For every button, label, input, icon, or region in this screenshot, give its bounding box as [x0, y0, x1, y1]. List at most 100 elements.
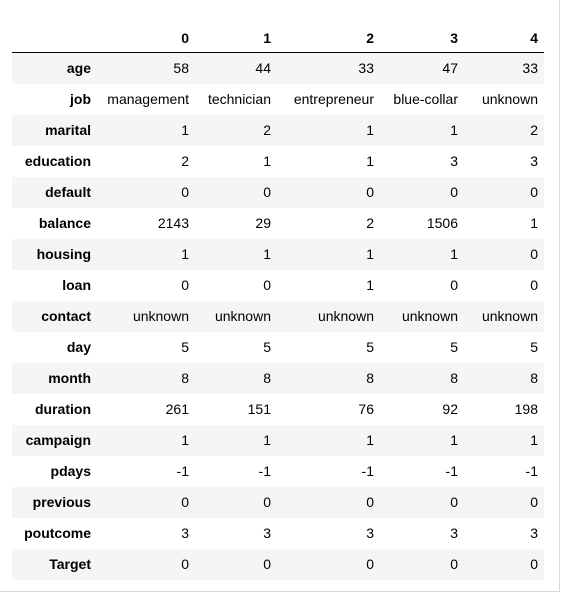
- table-cell: 0: [366, 494, 374, 510]
- table-cell: 151: [247, 401, 271, 417]
- table-cell: 0: [263, 184, 271, 200]
- table-cell: 1: [181, 122, 189, 138]
- table-cell: 0: [530, 556, 538, 572]
- table-row: month 8 8 8 8 8: [12, 362, 544, 394]
- table-cell: 5: [263, 339, 271, 355]
- table-row: education 2 1 1 3 3: [12, 146, 544, 177]
- row-label: day: [66, 339, 91, 355]
- table-cell: 0: [181, 556, 189, 572]
- column-header: 2: [277, 24, 380, 53]
- row-label: month: [48, 370, 91, 386]
- table-cell: 3: [263, 525, 271, 541]
- table-row: pdays -1 -1 -1 -1 -1: [12, 456, 544, 487]
- row-label: default: [45, 184, 91, 200]
- row-label: age: [66, 60, 91, 77]
- table-cell: 3: [450, 525, 458, 541]
- table-cell: 0: [366, 556, 374, 572]
- table-cell: 0: [181, 184, 189, 200]
- table-cell: 76: [358, 401, 374, 417]
- table-cell: 0: [181, 277, 189, 293]
- row-label: campaign: [25, 432, 91, 448]
- table-row: poutcome 3 3 3 3 3: [12, 518, 544, 549]
- table-row: default 0 0 0 0 0: [12, 176, 544, 208]
- header-row: 0 1 2 3 4: [12, 24, 544, 53]
- table-cell: 92: [442, 401, 458, 417]
- table-cell: 0: [530, 246, 538, 262]
- table-cell: 1: [366, 432, 374, 448]
- table-cell: management: [107, 91, 189, 107]
- table-row: previous 0 0 0 0 0: [12, 486, 544, 518]
- table-cell: -1: [176, 463, 189, 479]
- table-cell: 5: [366, 339, 374, 355]
- row-label: housing: [36, 246, 91, 262]
- table-cell: 1: [366, 277, 374, 293]
- table-row: housing 1 1 1 1 0: [12, 238, 544, 270]
- table-cell: 58: [173, 60, 189, 77]
- table-cell: 0: [366, 184, 374, 200]
- row-label: contact: [41, 308, 91, 324]
- table-cell: 0: [450, 184, 458, 200]
- table-cell: 2: [181, 153, 189, 169]
- table-cell: 3: [530, 525, 538, 541]
- row-label: duration: [35, 401, 91, 417]
- table-cell: 8: [366, 370, 374, 386]
- row-label: marital: [45, 122, 91, 138]
- row-label: education: [24, 153, 91, 169]
- row-label: previous: [32, 494, 91, 510]
- table-row: contact unknown unknown unknown unknown unkno…: [12, 300, 544, 332]
- table-cell: 0: [263, 556, 271, 572]
- table-cell: 1: [181, 246, 189, 262]
- table-row: job management technician entrepreneur blue-…: [12, 84, 544, 115]
- table-cell: 2143: [157, 215, 189, 231]
- table-cell: unknown: [481, 91, 538, 107]
- table-cell: 44: [255, 60, 271, 77]
- table-row: marital 1 2 1 1 2: [12, 114, 544, 146]
- table-cell: 0: [530, 277, 538, 293]
- table-cell: 33: [522, 60, 538, 77]
- table-cell: 1: [450, 246, 458, 262]
- table-row: duration 261 151 76 92 198: [12, 394, 544, 425]
- table-cell: 0: [530, 184, 538, 200]
- table-cell: 2: [366, 215, 374, 231]
- table-cell: 33: [358, 60, 374, 77]
- table-row: age 58 44 33 47 33: [12, 52, 544, 84]
- dataframe-table: 0 1 2 3 4 age 58 44 33 47 33 job management tech…: [12, 24, 544, 580]
- table-cell: 261: [165, 401, 189, 417]
- table-cell: unknown: [214, 308, 271, 324]
- table-cell: 1: [450, 432, 458, 448]
- table-cell: 5: [450, 339, 458, 355]
- table-cell: 3: [366, 525, 374, 541]
- table-cell: unknown: [401, 308, 458, 324]
- column-header: 0: [103, 24, 195, 53]
- table-cell: 2: [530, 122, 538, 138]
- table-cell: 1: [366, 122, 374, 138]
- table-cell: 8: [450, 370, 458, 386]
- table-header: 0 1 2 3 4: [12, 24, 544, 53]
- table-cell: 1: [530, 215, 538, 231]
- column-header: 1: [195, 24, 277, 53]
- table-cell: 0: [181, 494, 189, 510]
- table-cell: 0: [263, 494, 271, 510]
- table-cell: 1506: [426, 215, 458, 231]
- table-cell: 8: [263, 370, 271, 386]
- row-label: pdays: [50, 463, 91, 479]
- table-cell: 1: [263, 432, 271, 448]
- table-cell: 3: [181, 525, 189, 541]
- table-row: Target 0 0 0 0 0: [12, 548, 544, 580]
- column-header: 3: [380, 24, 464, 53]
- row-label: loan: [62, 277, 91, 293]
- table-cell: 0: [530, 494, 538, 510]
- table-cell: 1: [263, 246, 271, 262]
- table-cell: 1: [366, 246, 374, 262]
- table-row: balance 2143 29 2 1506 1: [12, 208, 544, 239]
- table-body: age 58 44 33 47 33 job management technician entr…: [12, 52, 544, 580]
- table-cell: 8: [181, 370, 189, 386]
- index-header: [12, 24, 103, 53]
- table-cell: unknown: [317, 308, 374, 324]
- table-cell: 198: [514, 401, 538, 417]
- table-cell: 2: [263, 122, 271, 138]
- table-cell: 1: [450, 122, 458, 138]
- table-cell: 0: [450, 494, 458, 510]
- column-header: 4: [464, 24, 544, 53]
